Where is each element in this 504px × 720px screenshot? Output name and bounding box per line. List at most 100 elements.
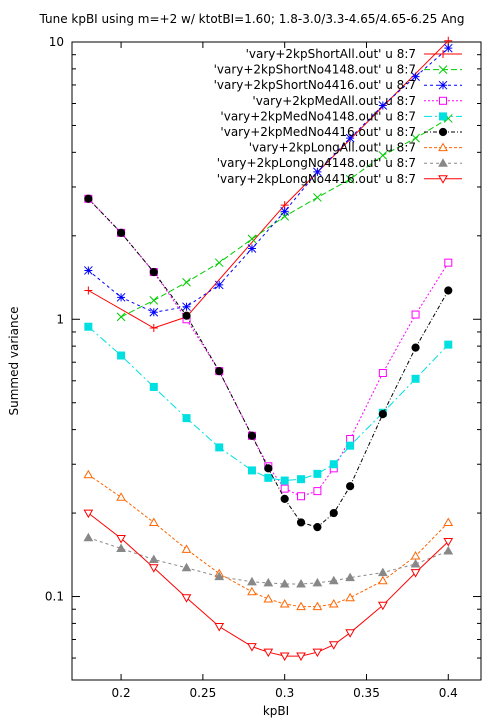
data-point <box>182 311 191 320</box>
data-point <box>444 258 453 267</box>
data-point <box>116 292 126 302</box>
data-point <box>345 174 355 184</box>
data-point <box>280 484 289 493</box>
plot-frame <box>71 41 482 681</box>
data-point <box>410 559 421 568</box>
data-point <box>181 562 192 572</box>
data-point <box>439 96 447 105</box>
x-axis-label: kpBI <box>263 704 289 718</box>
data-point <box>116 228 126 237</box>
data-point <box>214 280 224 290</box>
series-line <box>88 537 449 585</box>
data-point <box>411 343 420 352</box>
data-point <box>279 578 290 588</box>
series-9 <box>83 509 454 662</box>
data-point <box>377 575 388 585</box>
data-point <box>280 207 290 216</box>
data-point <box>116 534 126 544</box>
data-point <box>438 142 448 152</box>
data-point <box>247 643 257 652</box>
legend-label: 'vary+2kpLongAll.out' u 8:7 <box>249 141 416 155</box>
data-point <box>378 101 388 110</box>
data-point <box>83 469 94 479</box>
legend-label: 'vary+2kpShortAll.out' u 8:7 <box>246 47 416 61</box>
legend-label: 'vary+2kpMedAll.out' u 8:7 <box>252 94 416 108</box>
data-point <box>149 382 158 391</box>
data-point <box>410 569 421 578</box>
legend-label: 'vary+2kpMedNo4148.out' u 8:7 <box>220 109 416 123</box>
data-point <box>279 598 290 608</box>
data-point <box>378 151 388 160</box>
data-point <box>181 544 192 553</box>
data-point <box>263 577 274 587</box>
data-point <box>117 351 126 360</box>
series-5 <box>84 322 453 485</box>
legend-label: 'vary+2kpMedNo4416.out' u 8:7 <box>220 125 416 139</box>
data-point <box>148 554 159 564</box>
data-point <box>411 310 420 319</box>
data-point <box>280 476 289 485</box>
data-point <box>182 414 191 423</box>
data-point <box>280 494 289 503</box>
data-point <box>182 302 191 312</box>
data-point <box>313 193 322 202</box>
data-point <box>313 523 322 532</box>
data-point <box>312 577 323 587</box>
data-point <box>214 622 225 632</box>
chart-title: Tune kpBI using m=+2 w/ ktotBI=1.60; 1.8… <box>38 12 464 26</box>
data-point <box>345 629 355 638</box>
data-point <box>247 234 257 244</box>
data-point <box>296 652 306 662</box>
data-point <box>345 592 355 602</box>
data-point <box>247 576 257 586</box>
data-point <box>247 244 257 253</box>
series-7 <box>83 469 454 611</box>
data-point <box>297 492 306 501</box>
x-tick-label: 0.25 <box>190 686 217 700</box>
data-point <box>438 127 448 137</box>
legend-label: 'vary+2kpShortNo4148.out' u 8:7 <box>214 63 416 77</box>
y-tick-label: 1 <box>56 312 64 326</box>
data-point <box>444 286 453 295</box>
data-point <box>346 434 355 443</box>
data-point <box>346 482 355 491</box>
data-point <box>84 322 93 331</box>
data-point <box>247 466 256 475</box>
data-point <box>345 572 355 582</box>
series-line <box>88 198 449 497</box>
data-point <box>84 266 93 275</box>
data-point <box>329 508 338 518</box>
series-line <box>88 47 449 313</box>
data-point <box>444 340 453 349</box>
data-point <box>214 571 225 581</box>
data-point <box>438 158 448 167</box>
series-line <box>88 326 449 482</box>
data-point <box>182 277 191 287</box>
y-axis-label: Summed variance <box>7 306 21 415</box>
data-point <box>263 648 274 658</box>
data-point <box>443 43 453 53</box>
data-point <box>148 517 159 526</box>
data-point <box>263 593 274 603</box>
data-point <box>313 469 322 478</box>
data-point <box>181 594 192 603</box>
legend: 'vary+2kpShortAll.out' u 8:7 'vary+2kpSho… <box>214 47 462 186</box>
data-point <box>328 575 339 585</box>
series-3 <box>84 43 453 317</box>
data-point <box>329 460 338 469</box>
data-point <box>328 598 339 608</box>
data-point <box>438 65 448 74</box>
data-point <box>279 652 290 662</box>
legend-label: 'vary+2kpLongNo4148.out' u 8:7 <box>217 156 416 170</box>
series-line <box>88 474 449 608</box>
data-point <box>313 167 322 177</box>
x-tick-label: 0.3 <box>275 686 294 700</box>
series-8 <box>83 532 454 588</box>
data-point <box>83 509 94 519</box>
data-point <box>439 50 447 58</box>
data-point <box>116 492 126 501</box>
data-point <box>148 564 159 573</box>
data-point <box>438 175 448 184</box>
series-layer <box>83 36 454 662</box>
legend-label: 'vary+2kpLongNo4416.out' u 8:7 <box>217 172 416 186</box>
